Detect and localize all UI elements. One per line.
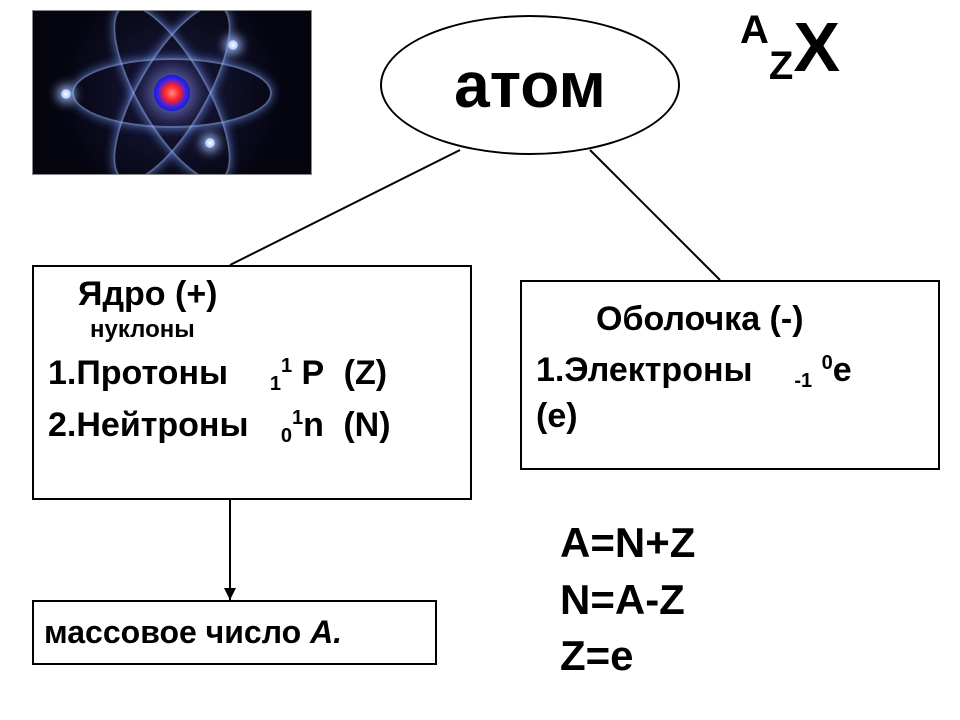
formula-n: N=A-Z	[560, 572, 695, 629]
neutron-symbol: 01n	[281, 406, 324, 448]
mass-number-box: массовое число A.	[32, 600, 437, 665]
nucleus-box: Ядро (+) нуклоны 1.Протоны 11 P (Z) 2.Не…	[32, 265, 472, 500]
electrons-row: 1.Электроны -1 0e	[536, 351, 924, 393]
electron-dot	[228, 40, 238, 50]
element-symbol-x: X	[793, 8, 840, 86]
electron-dot	[61, 89, 71, 99]
mass-number-a: A	[740, 8, 769, 52]
mass-number-text: массовое число A.	[44, 614, 342, 651]
formulas-block: A=N+Z N=A-Z Z=e	[560, 515, 695, 685]
protons-label: 1.Протоны	[48, 354, 228, 392]
protons-row: 1.Протоны 11 P (Z)	[48, 354, 456, 396]
atom-oval: атом	[380, 15, 680, 155]
nuclide-notation: AZX	[740, 10, 840, 86]
neutrons-row: 2.Нейтроны 01n (N)	[48, 406, 456, 448]
electron-symbol: -1 0e	[794, 351, 851, 393]
formula-a: A=N+Z	[560, 515, 695, 572]
nucleus-title: Ядро (+)	[78, 275, 456, 314]
neutrons-label: 2.Нейтроны	[48, 406, 248, 444]
atom-oval-label: атом	[454, 48, 606, 122]
electrons-label: 1.Электроны	[536, 351, 753, 389]
proton-symbol: 11 P	[270, 354, 324, 396]
neutrons-n: (N)	[343, 406, 390, 444]
protons-z: (Z)	[344, 354, 387, 392]
shell-title: Оболочка (-)	[596, 300, 924, 339]
atomic-number-z: Z	[769, 44, 793, 88]
electrons-e: (e)	[536, 397, 924, 436]
nucleus-subtitle: нуклоны	[90, 316, 456, 344]
formula-z: Z=e	[560, 628, 695, 685]
nucleus-icon	[154, 75, 190, 111]
atom-illustration	[32, 10, 312, 175]
shell-box: Оболочка (-) 1.Электроны -1 0e (e)	[520, 280, 940, 470]
